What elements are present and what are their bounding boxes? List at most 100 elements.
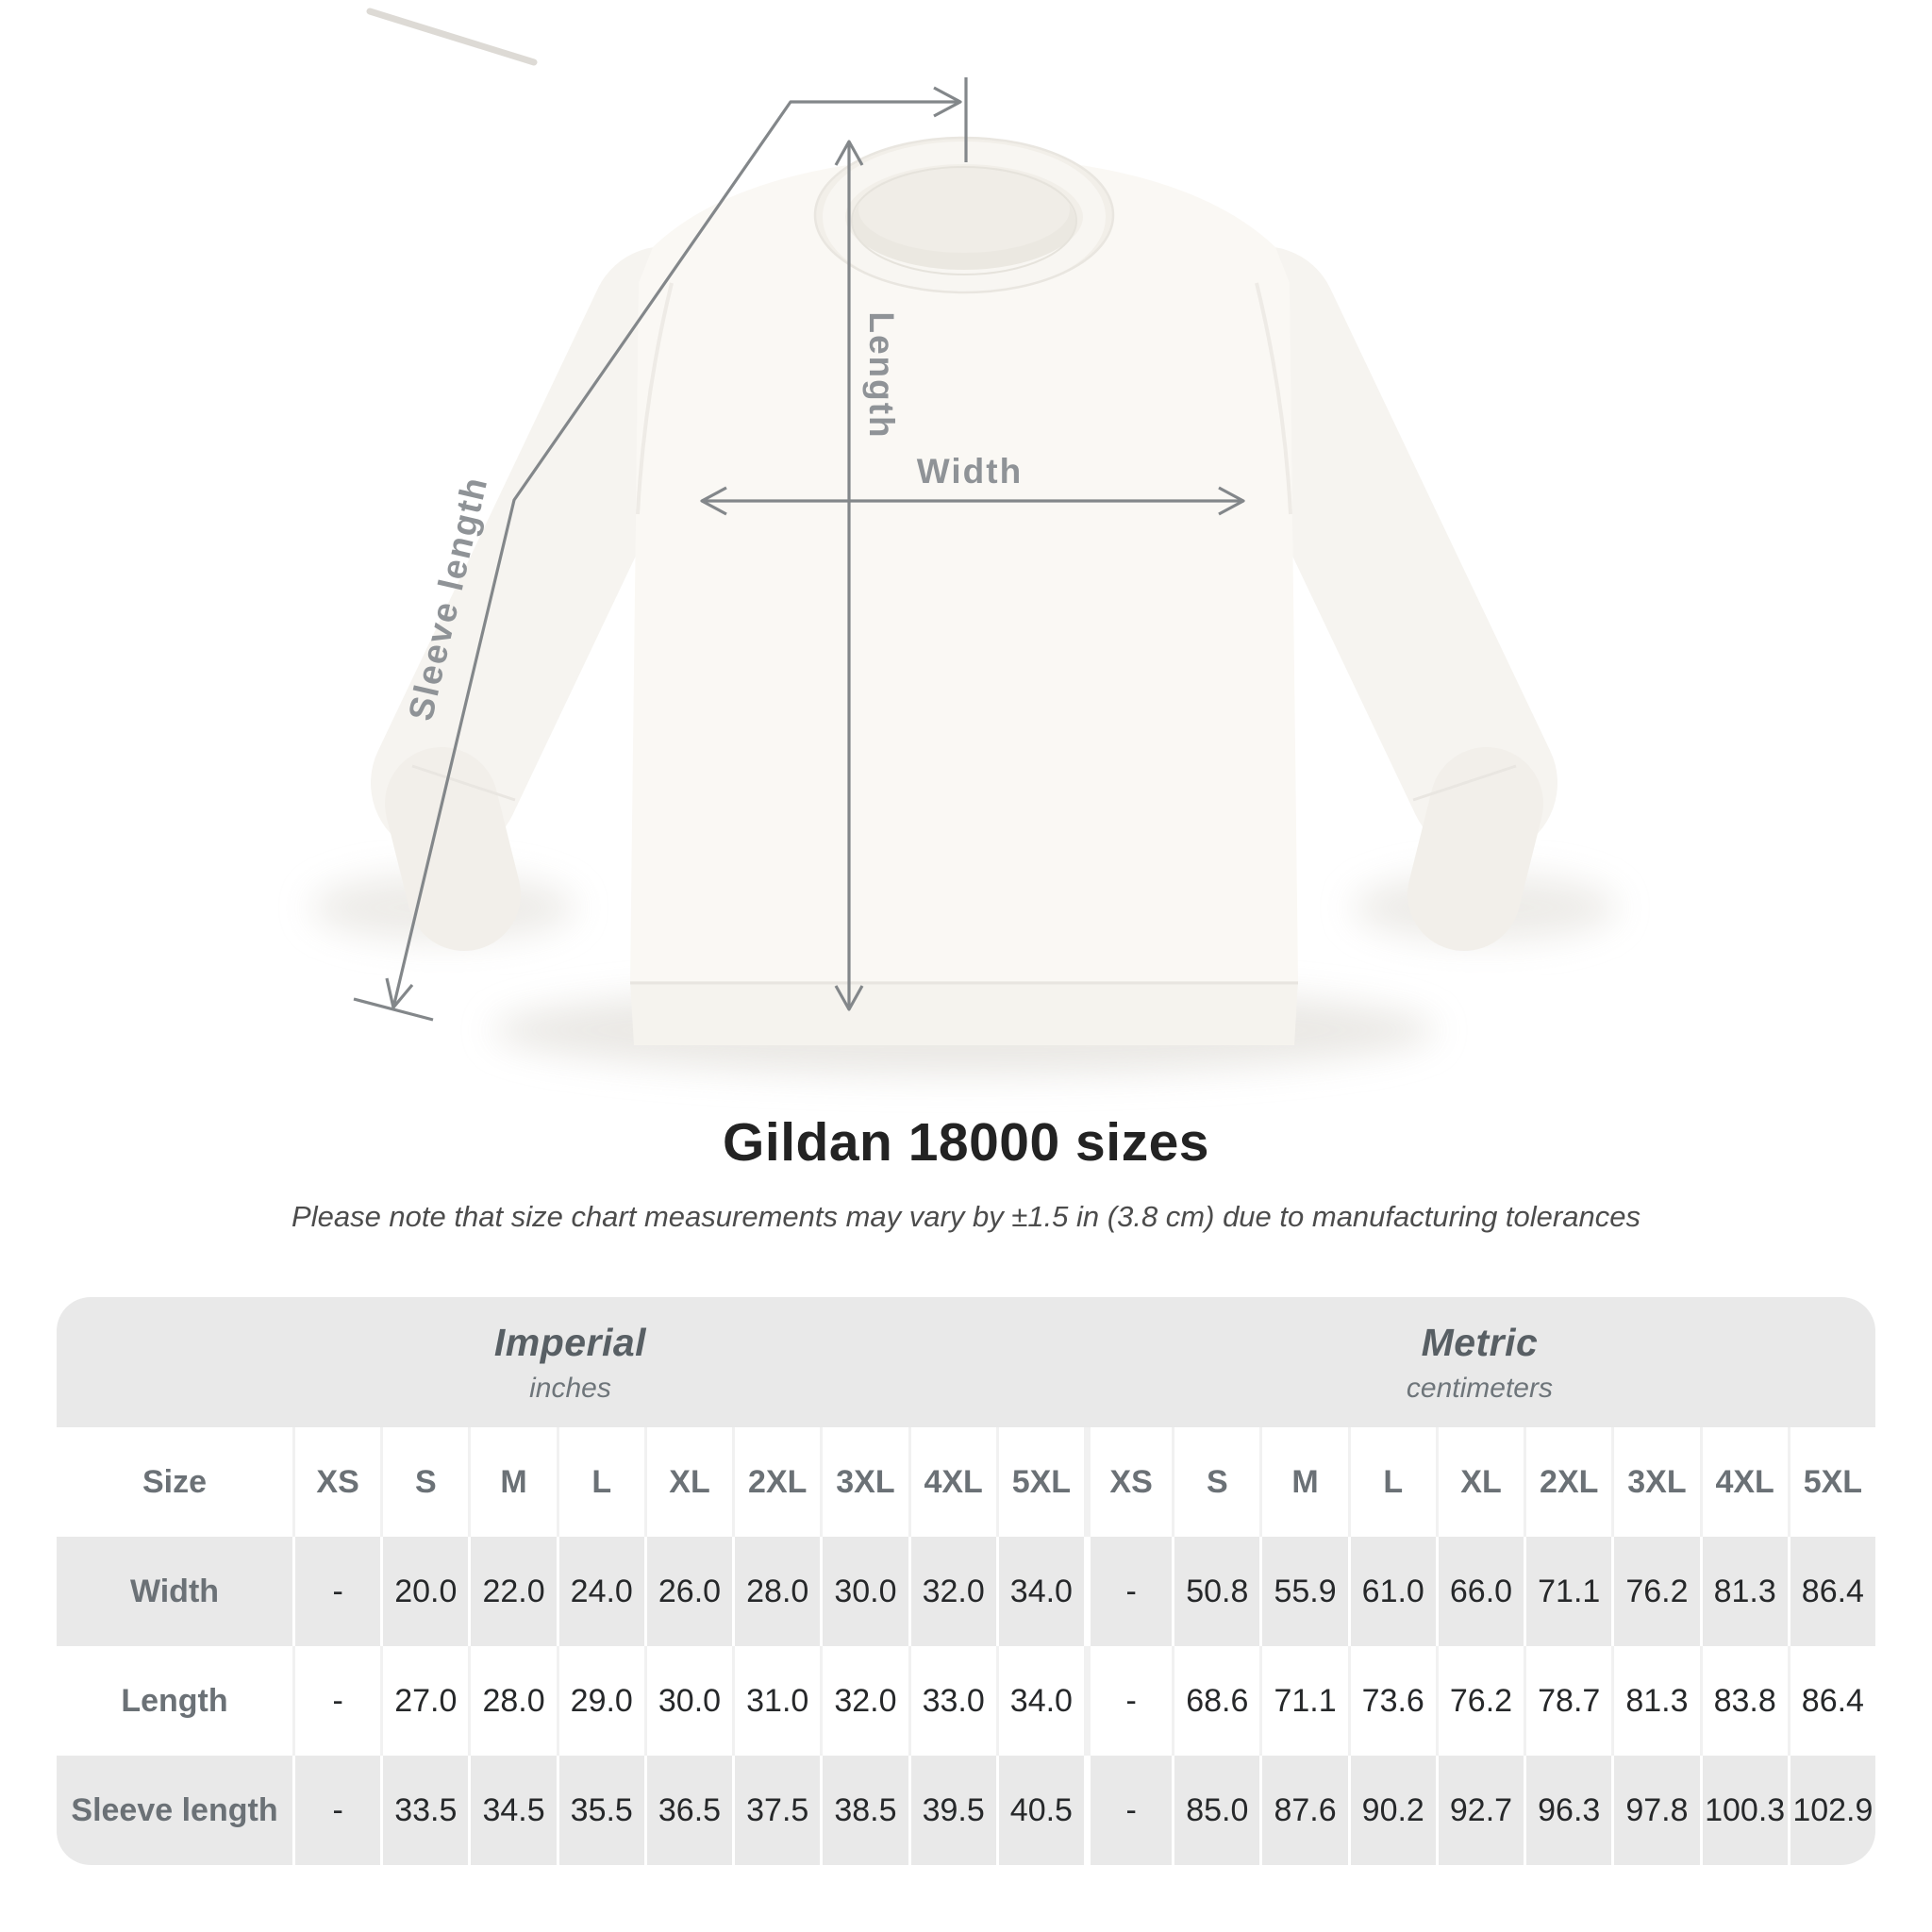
width-metric-5xl: 86.4 — [1787, 1537, 1875, 1646]
length-metric-2xl: 78.7 — [1524, 1646, 1612, 1756]
width-imperial-5xl: 34.0 — [995, 1537, 1084, 1646]
collar-rib-band — [823, 142, 1106, 292]
size-header-imperial-4xl: 4XL — [908, 1427, 996, 1537]
size-header-metric-3xl: 3XL — [1611, 1427, 1700, 1537]
row-label-sleeve-length: Sleeve length — [57, 1756, 292, 1865]
sleeve-metric-l: 90.2 — [1347, 1756, 1436, 1865]
imperial-sublabel: inches — [529, 1372, 611, 1404]
length-metric-4xl: 83.8 — [1699, 1646, 1788, 1756]
sleeve-imperial-2xl: 37.5 — [732, 1756, 821, 1865]
length-imperial-3xl: 32.0 — [820, 1646, 908, 1756]
sleeve-imperial-4xl: 39.5 — [908, 1756, 996, 1865]
body-panel — [630, 157, 1298, 981]
right-cuff-seam — [1412, 764, 1517, 802]
width-imperial-s: 20.0 — [380, 1537, 469, 1646]
sleeve-metric-m: 87.6 — [1259, 1756, 1348, 1865]
width-metric-4xl: 81.3 — [1699, 1537, 1788, 1646]
sleeve-metric-3xl: 97.8 — [1611, 1756, 1700, 1865]
length-metric-m: 71.1 — [1259, 1646, 1348, 1756]
metric-label: Metric — [1421, 1320, 1539, 1364]
length-metric-xs: - — [1083, 1646, 1173, 1756]
width-metric-2xl: 71.1 — [1524, 1537, 1612, 1646]
right-shoulder-seam — [1255, 282, 1292, 515]
left-sleeve — [371, 246, 740, 858]
length-arrow-top — [834, 140, 864, 166]
length-imperial-5xl: 34.0 — [995, 1646, 1084, 1756]
length-imperial-4xl: 33.0 — [908, 1646, 996, 1756]
left-cuff — [385, 747, 521, 951]
width-imperial-m: 22.0 — [468, 1537, 557, 1646]
collar-back-inside — [858, 166, 1070, 253]
size-header-imperial-l: L — [556, 1427, 644, 1537]
length-metric-s: 68.6 — [1172, 1646, 1260, 1756]
metric-unit-group: Metric centimeters — [1084, 1321, 1875, 1405]
length-measurement-label: Length — [862, 311, 901, 439]
width-metric-s: 50.8 — [1172, 1537, 1260, 1646]
sweatshirt-graphic — [371, 136, 1557, 1045]
size-header-imperial-m: M — [468, 1427, 557, 1537]
length-imperial-m: 28.0 — [468, 1646, 557, 1756]
length-imperial-s: 27.0 — [380, 1646, 469, 1756]
size-header-metric-xs: XS — [1083, 1427, 1173, 1537]
sleeve-metric-xl: 92.7 — [1435, 1756, 1524, 1865]
sleeve-imperial-s: 33.5 — [380, 1756, 469, 1865]
sleeve-imperial-m: 34.5 — [468, 1756, 557, 1865]
width-metric-m: 55.9 — [1259, 1537, 1348, 1646]
size-header-row: Size XS S M L XL 2XL 3XL 4XL 5XL XS S M … — [57, 1427, 1875, 1537]
sleeve-imperial-3xl: 38.5 — [820, 1756, 908, 1865]
width-metric-3xl: 76.2 — [1611, 1537, 1700, 1646]
size-header-imperial-xl: XL — [643, 1427, 733, 1537]
width-imperial-2xl: 28.0 — [732, 1537, 821, 1646]
width-imperial-3xl: 30.0 — [820, 1537, 908, 1646]
size-header-metric-s: S — [1172, 1427, 1260, 1537]
size-header-metric-m: M — [1259, 1427, 1348, 1537]
hem-band — [630, 981, 1298, 1045]
width-metric-xl: 66.0 — [1435, 1537, 1524, 1646]
size-header-imperial-2xl: 2XL — [732, 1427, 821, 1537]
width-metric-xs: - — [1083, 1537, 1173, 1646]
metric-sublabel: centimeters — [1406, 1372, 1553, 1404]
sleeve-metric-5xl: 102.9 — [1787, 1756, 1875, 1865]
sleeve-length-arrow-cuff — [385, 977, 414, 1009]
length-metric-xl: 76.2 — [1435, 1646, 1524, 1756]
table-row-width: Width - 20.0 22.0 24.0 26.0 28.0 30.0 32… — [57, 1537, 1875, 1646]
size-header-imperial-xs: XS — [292, 1427, 381, 1537]
size-column-header: Size — [57, 1427, 292, 1537]
collar-outer-edge — [813, 136, 1115, 294]
width-metric-l: 61.0 — [1347, 1537, 1436, 1646]
measurement-annotations — [353, 77, 1245, 1022]
length-imperial-l: 29.0 — [556, 1646, 644, 1756]
sleeve-metric-2xl: 96.3 — [1524, 1756, 1612, 1865]
length-imperial-xl: 30.0 — [643, 1646, 733, 1756]
sleeve-imperial-5xl: 40.5 — [995, 1756, 1084, 1865]
sleeve-imperial-l: 35.5 — [556, 1756, 644, 1865]
sleeve-length-cuff-tick — [353, 997, 434, 1022]
sleeve-metric-s: 85.0 — [1172, 1756, 1260, 1865]
size-header-metric-4xl: 4XL — [1699, 1427, 1788, 1537]
length-arrow-bottom — [834, 985, 864, 1011]
imperial-unit-group: Imperial inches — [57, 1321, 1084, 1405]
right-sleeve — [1189, 246, 1557, 858]
length-metric-5xl: 86.4 — [1787, 1646, 1875, 1756]
page-subtitle: Please note that size chart measurements… — [291, 1200, 1641, 1233]
length-metric-3xl: 81.3 — [1611, 1646, 1700, 1756]
size-header-metric-xl: XL — [1435, 1427, 1524, 1537]
width-imperial-4xl: 32.0 — [908, 1537, 996, 1646]
imperial-label: Imperial — [493, 1320, 647, 1364]
unit-band: Imperial inches Metric centimeters — [57, 1297, 1875, 1427]
length-metric-l: 73.6 — [1347, 1646, 1436, 1756]
table-row-sleeve-length: Sleeve length - 33.5 34.5 35.5 36.5 37.5… — [57, 1756, 1875, 1865]
sleeve-metric-4xl: 100.3 — [1699, 1756, 1788, 1865]
size-header-metric-l: L — [1347, 1427, 1436, 1537]
background-fold-line — [366, 8, 538, 66]
sleeve-imperial-xl: 36.5 — [643, 1756, 733, 1865]
size-header-metric-5xl: 5XL — [1787, 1427, 1875, 1537]
width-imperial-xs: - — [292, 1537, 381, 1646]
size-header-imperial-3xl: 3XL — [820, 1427, 908, 1537]
width-arrow-right — [1218, 486, 1245, 516]
right-cuff — [1407, 747, 1543, 951]
table-row-length: Length - 27.0 28.0 29.0 30.0 31.0 32.0 3… — [57, 1646, 1875, 1756]
width-arrow-left — [700, 486, 727, 516]
length-imperial-2xl: 31.0 — [732, 1646, 821, 1756]
